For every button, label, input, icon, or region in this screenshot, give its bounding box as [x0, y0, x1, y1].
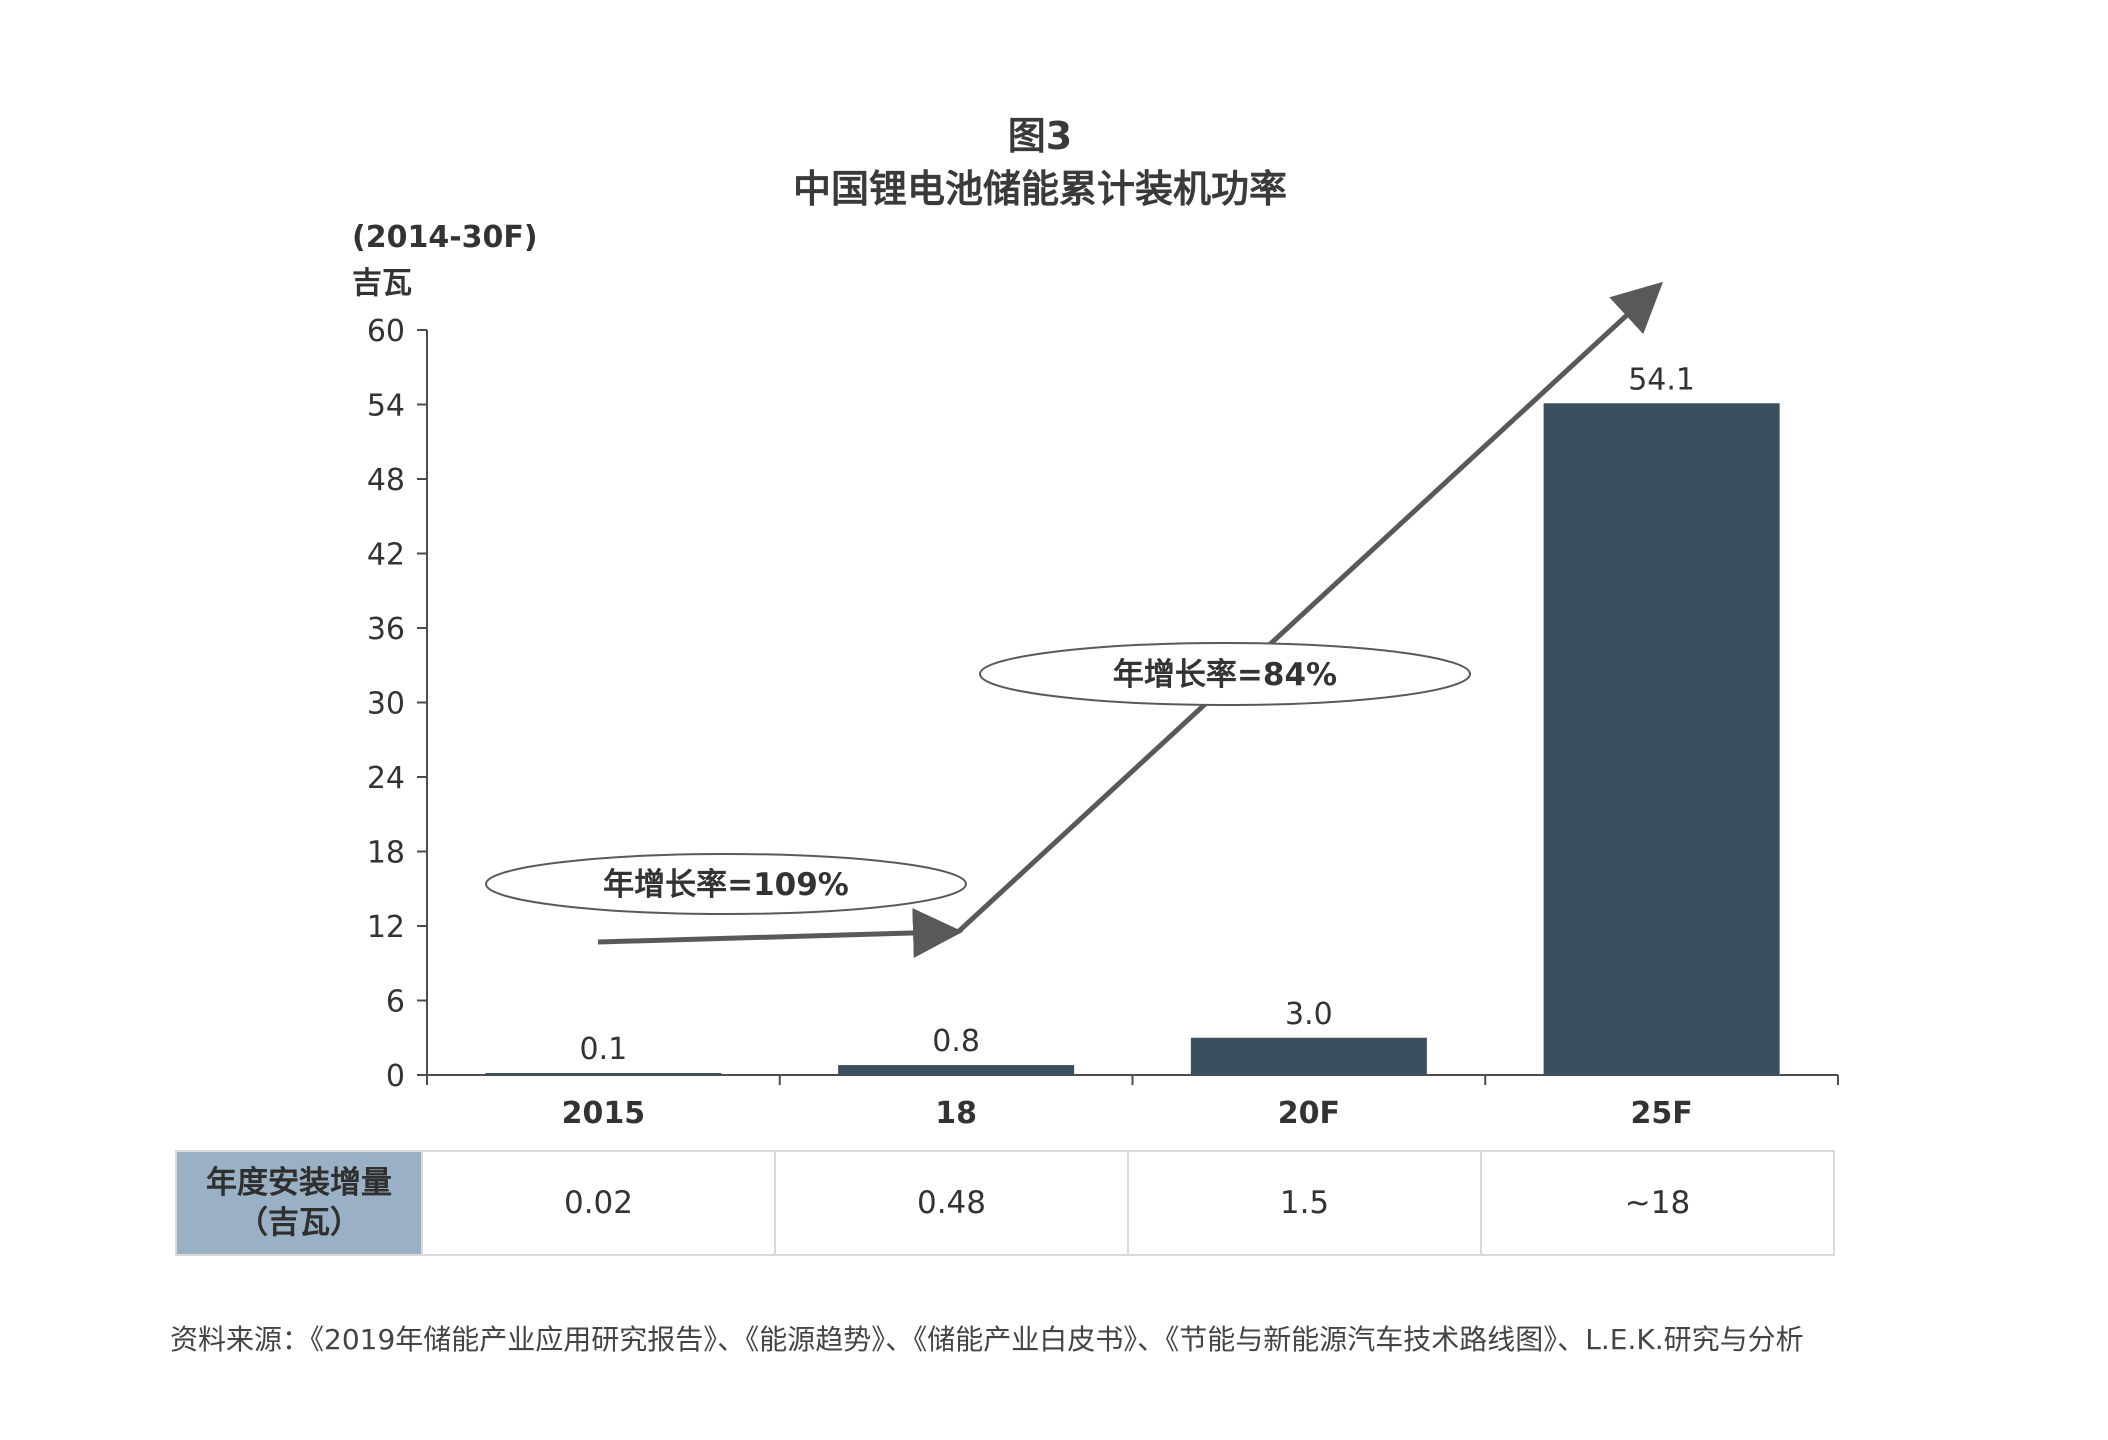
growth-arrow [956, 281, 1664, 934]
bar-chart: 0 6 12 18 24 30 36 42 48 54 60 0.1 2015 0.8 18 3.0 20F 5… [367, 281, 1839, 1131]
bar-value-label: 0.1 [580, 1032, 628, 1067]
table-header-line1: 年度安装增量 [206, 1165, 392, 1201]
y-tick-label: 24 [367, 761, 405, 796]
unit-range-label: (2014-30F) [352, 220, 538, 255]
bar-value-label: 3.0 [1285, 997, 1333, 1032]
bar-value-label: 0.8 [932, 1024, 980, 1059]
growth-arrow [597, 908, 963, 958]
table-cell: ~18 [1624, 1185, 1691, 1221]
y-tick-label: 60 [367, 314, 405, 349]
growth-rate-label: 年增长率=84% [1113, 657, 1337, 693]
x-tick-label: 25F [1631, 1096, 1693, 1131]
table-cell: 0.02 [423, 1152, 776, 1254]
y-tick-label: 36 [367, 612, 405, 647]
bar [838, 1065, 1075, 1075]
bar [1543, 403, 1780, 1076]
y-tick-label: 54 [367, 389, 405, 424]
figure-label: 图3 [1007, 114, 1073, 158]
growth-rate-label: 年增长率=109% [603, 867, 849, 903]
y-unit-label: 吉瓦 [352, 266, 412, 301]
growth-rate-ellipse [485, 853, 967, 915]
y-tick-label: 12 [367, 910, 405, 945]
y-tick-label: 48 [367, 463, 405, 498]
table-cell: 0.48 [776, 1152, 1129, 1254]
bar [485, 1073, 722, 1075]
y-tick-label: 42 [367, 538, 405, 573]
y-tick-label: 0 [386, 1059, 405, 1094]
table-header: 年度安装增量 （吉瓦） [177, 1152, 423, 1254]
x-tick-label: 2015 [562, 1096, 646, 1131]
bar-value-label: 54.1 [1628, 362, 1695, 397]
bar [1190, 1037, 1427, 1075]
table-header-line2: （吉瓦） [237, 1205, 361, 1241]
table-cell: 1.5 [1129, 1152, 1482, 1254]
y-tick-label: 6 [386, 985, 405, 1020]
growth-rate-ellipse [979, 642, 1471, 706]
annual-increment-table: 年度安装增量 （吉瓦） 0.02 0.48 1.5 ~18 [175, 1150, 1835, 1256]
y-tick-label: 30 [367, 687, 405, 722]
x-tick-label: 20F [1278, 1096, 1340, 1131]
source-note: 资料来源：《2019年储能产业应用研究报告》、《能源趋势》、《储能产业白皮书》、… [170, 1323, 1804, 1356]
y-tick-label: 18 [367, 836, 405, 871]
chart-title: 中国锂电池储能累计装机功率 [792, 167, 1287, 211]
x-tick-label: 18 [935, 1096, 977, 1131]
